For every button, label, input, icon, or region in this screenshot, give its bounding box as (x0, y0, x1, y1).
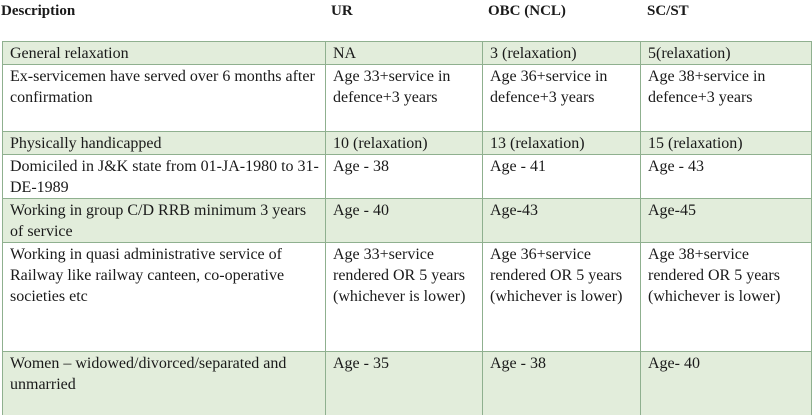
sc-st-cell: Age 38+service in defence+3 years (640, 64, 812, 132)
description-cell: Domiciled in J&K state from 01-JA-1980 t… (2, 154, 326, 199)
table-header: Description UR OBC (NCL) SC/ST (0, 0, 812, 40)
obc-ncl-cell: Age 36+service rendered OR 5 years (whic… (482, 242, 641, 352)
ur-cell: Age - 38 (325, 154, 483, 199)
table-row: Working in group C/D RRB minimum 3 years… (2, 198, 812, 243)
header-ur: UR (331, 3, 353, 19)
table-row: Working in quasi administrative service … (2, 242, 812, 352)
table-row: Domiciled in J&K state from 01-JA-1980 t… (2, 154, 812, 199)
obc-ncl-cell: Age 36+service in defence+3 years (482, 64, 641, 132)
description-cell: Women – widowed/divorced/separated and u… (2, 351, 326, 415)
table-row: Physically handicapped 10 (relaxation) 13 … (2, 131, 812, 155)
sc-st-cell: 15 (relaxation) (640, 131, 812, 155)
sc-st-cell: Age - 43 (640, 154, 812, 199)
description-cell: Physically handicapped (2, 131, 326, 155)
description-cell: Working in group C/D RRB minimum 3 years… (2, 198, 326, 243)
obc-ncl-cell: Age - 38 (482, 351, 641, 415)
description-cell: General relaxation (2, 41, 326, 65)
obc-ncl-cell: 13 (relaxation) (482, 131, 641, 155)
ur-cell: Age 33+service rendered OR 5 years (whic… (325, 242, 483, 352)
obc-ncl-cell: Age-43 (482, 198, 641, 243)
obc-ncl-cell: 3 (relaxation) (482, 41, 641, 65)
ur-cell: Age 33+service in defence+3 years (325, 64, 483, 132)
obc-ncl-cell: Age - 41 (482, 154, 641, 199)
table-row: General relaxation NA 3 (relaxation) 5(rela… (2, 41, 812, 65)
header-description: Description (1, 3, 76, 19)
ur-cell: NA (325, 41, 483, 65)
table-body: General relaxation NA 3 (relaxation) 5(rela… (2, 41, 812, 415)
sc-st-cell: Age 38+service rendered OR 5 years (whic… (640, 242, 812, 352)
header-obc-ncl: OBC (NCL) (488, 3, 566, 19)
ur-cell: Age - 40 (325, 198, 483, 243)
age-relaxation-table: General relaxation NA 3 (relaxation) 5(rela… (2, 41, 812, 415)
sc-st-cell: Age-45 (640, 198, 812, 243)
table-row: Women – widowed/divorced/separated and u… (2, 351, 812, 415)
description-cell: Working in quasi administrative service … (2, 242, 326, 352)
ur-cell: 10 (relaxation) (325, 131, 483, 155)
sc-st-cell: Age- 40 (640, 351, 812, 415)
table-row: Ex-servicemen have served over 6 months … (2, 64, 812, 132)
ur-cell: Age - 35 (325, 351, 483, 415)
header-sc-st: SC/ST (647, 3, 689, 19)
description-cell: Ex-servicemen have served over 6 months … (2, 64, 326, 132)
sc-st-cell: 5(relaxation) (640, 41, 812, 65)
